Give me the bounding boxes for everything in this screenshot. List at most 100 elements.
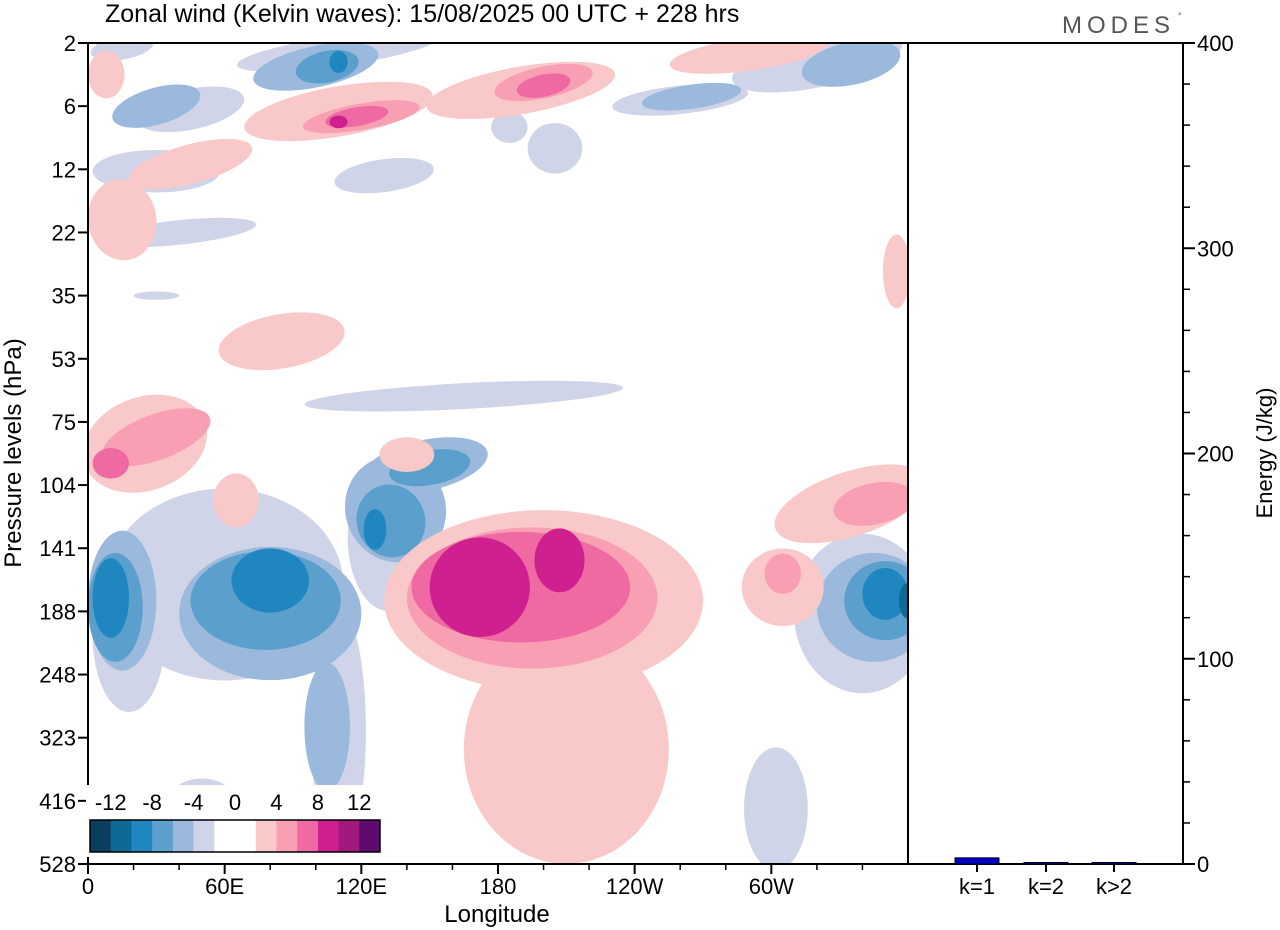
colorbar-frame bbox=[89, 819, 381, 853]
brand-registered-mark: ° bbox=[1178, 11, 1182, 21]
colorbar-label: 0 bbox=[229, 790, 241, 815]
pressure-tick-label: 12 bbox=[52, 157, 76, 182]
contour-region bbox=[516, 73, 571, 98]
energy-tick-label: 200 bbox=[1197, 442, 1234, 467]
contour-region bbox=[641, 82, 742, 111]
energy-category-label: k>2 bbox=[1096, 874, 1132, 899]
contour-field bbox=[88, 43, 908, 864]
longitude-axis-label: Longitude bbox=[444, 901, 549, 928]
colorbar-label: -4 bbox=[184, 790, 204, 815]
pressure-axis-label: Pressure levels (hPa) bbox=[0, 338, 27, 567]
energy-category-label: k=1 bbox=[959, 874, 995, 899]
energy-axis-label: Energy (J/kg) bbox=[1252, 388, 1277, 519]
energy-bar bbox=[954, 857, 1000, 865]
colorbar-swatch bbox=[152, 820, 174, 852]
contour-region bbox=[764, 553, 801, 594]
energy-category-label: k=2 bbox=[1028, 874, 1064, 899]
pressure-tick-label: 323 bbox=[39, 726, 76, 751]
contour-region bbox=[133, 291, 180, 300]
contour-region bbox=[898, 582, 908, 619]
colorbar-swatch bbox=[110, 820, 132, 852]
contour-region bbox=[862, 568, 908, 620]
contour-region bbox=[112, 84, 201, 128]
colorbar-swatch bbox=[255, 820, 277, 852]
longitude-axis: 0 60E 120E 180 120W 60W bbox=[82, 864, 864, 899]
contour-region bbox=[231, 548, 309, 613]
energy-bar bbox=[1091, 862, 1137, 865]
contour-region bbox=[213, 473, 259, 528]
colorbar-swatch bbox=[338, 820, 360, 852]
contour-region bbox=[88, 50, 125, 99]
pressure-tick-label: 188 bbox=[39, 599, 76, 624]
contour-region bbox=[92, 448, 129, 479]
longitude-tick-label: 180 bbox=[480, 874, 517, 899]
pressure-tick-label: 35 bbox=[52, 284, 76, 309]
energy-plot-frame bbox=[907, 42, 1184, 865]
pressure-tick-label: 75 bbox=[52, 410, 76, 435]
contour-region bbox=[534, 528, 585, 593]
contour-region bbox=[363, 509, 387, 550]
energy-tick-label: 400 bbox=[1197, 31, 1234, 56]
contour-region bbox=[304, 662, 350, 791]
contour-region bbox=[329, 115, 348, 129]
contour-region bbox=[429, 537, 530, 637]
contour-region bbox=[102, 408, 211, 467]
contour-region bbox=[882, 234, 908, 309]
pressure-axis: 2 6 12 22 35 53 75 104 141 188 248 323 416 528 bbox=[39, 31, 88, 877]
contour-region bbox=[744, 747, 808, 864]
longitude-tick-label: 120W bbox=[606, 874, 664, 899]
contour-region bbox=[463, 634, 669, 864]
brand-logo: MODES bbox=[1062, 12, 1175, 39]
contour-region bbox=[92, 558, 129, 638]
colorbar-swatch bbox=[90, 820, 112, 852]
colorbar-label: 4 bbox=[270, 790, 282, 815]
colorbar-swatch bbox=[359, 820, 381, 852]
contour-region bbox=[801, 43, 901, 87]
colorbar-swatch bbox=[172, 820, 195, 852]
longitude-tick-label: 120E bbox=[336, 874, 387, 899]
energy-bar bbox=[1023, 862, 1069, 865]
pressure-tick-label: 104 bbox=[39, 473, 76, 498]
colorbar-swatch bbox=[214, 820, 236, 852]
contour-region bbox=[88, 179, 157, 261]
energy-bars bbox=[954, 857, 1137, 865]
energy-tick-label: 100 bbox=[1197, 647, 1234, 672]
pressure-tick-label: 416 bbox=[39, 789, 76, 814]
colorbar-label: -8 bbox=[142, 790, 162, 815]
longitude-tick-label: 60E bbox=[205, 874, 244, 899]
energy-tick-label: 300 bbox=[1197, 236, 1234, 261]
colorbar-legend: -12 -8 -4 0 4 8 12 bbox=[86, 785, 384, 857]
pressure-tick-label: 53 bbox=[52, 347, 76, 372]
colorbar-swatch bbox=[317, 820, 340, 852]
contour-region bbox=[379, 437, 435, 473]
contour-region bbox=[128, 138, 253, 190]
contour-region bbox=[329, 50, 348, 73]
pressure-tick-label: 141 bbox=[39, 536, 76, 561]
pressure-tick-label: 528 bbox=[39, 852, 76, 877]
colorbar-label: 8 bbox=[312, 790, 324, 815]
pressure-tick-label: 6 bbox=[64, 94, 76, 119]
contour-region bbox=[304, 380, 624, 412]
longitude-tick-label: 60W bbox=[749, 874, 794, 899]
contour-region bbox=[833, 481, 908, 526]
longitude-tick-label: 0 bbox=[82, 874, 94, 899]
colorbar-swatch bbox=[193, 820, 215, 852]
contour-region bbox=[669, 43, 828, 74]
colorbar-swatch bbox=[297, 820, 319, 852]
contour-region bbox=[491, 111, 528, 143]
colorbar-swatch bbox=[131, 820, 153, 852]
pressure-tick-label: 22 bbox=[52, 220, 76, 245]
chart-title: Zonal wind (Kelvin waves): 15/08/2025 00… bbox=[105, 0, 739, 28]
energy-tick-label: 0 bbox=[1197, 852, 1209, 877]
contour-region bbox=[218, 312, 345, 371]
colorbar-swatch bbox=[235, 820, 257, 852]
colorbar-swatch bbox=[276, 820, 298, 852]
pressure-tick-label: 248 bbox=[39, 663, 76, 688]
contour-region bbox=[527, 122, 583, 174]
colorbar-label: -12 bbox=[95, 790, 127, 815]
energy-axis: 0 100 200 300 400 k=1 k=2 k>2 bbox=[959, 31, 1234, 899]
pressure-tick-label: 2 bbox=[64, 31, 76, 56]
contour-region bbox=[334, 157, 434, 194]
colorbar-label: 12 bbox=[347, 790, 371, 815]
